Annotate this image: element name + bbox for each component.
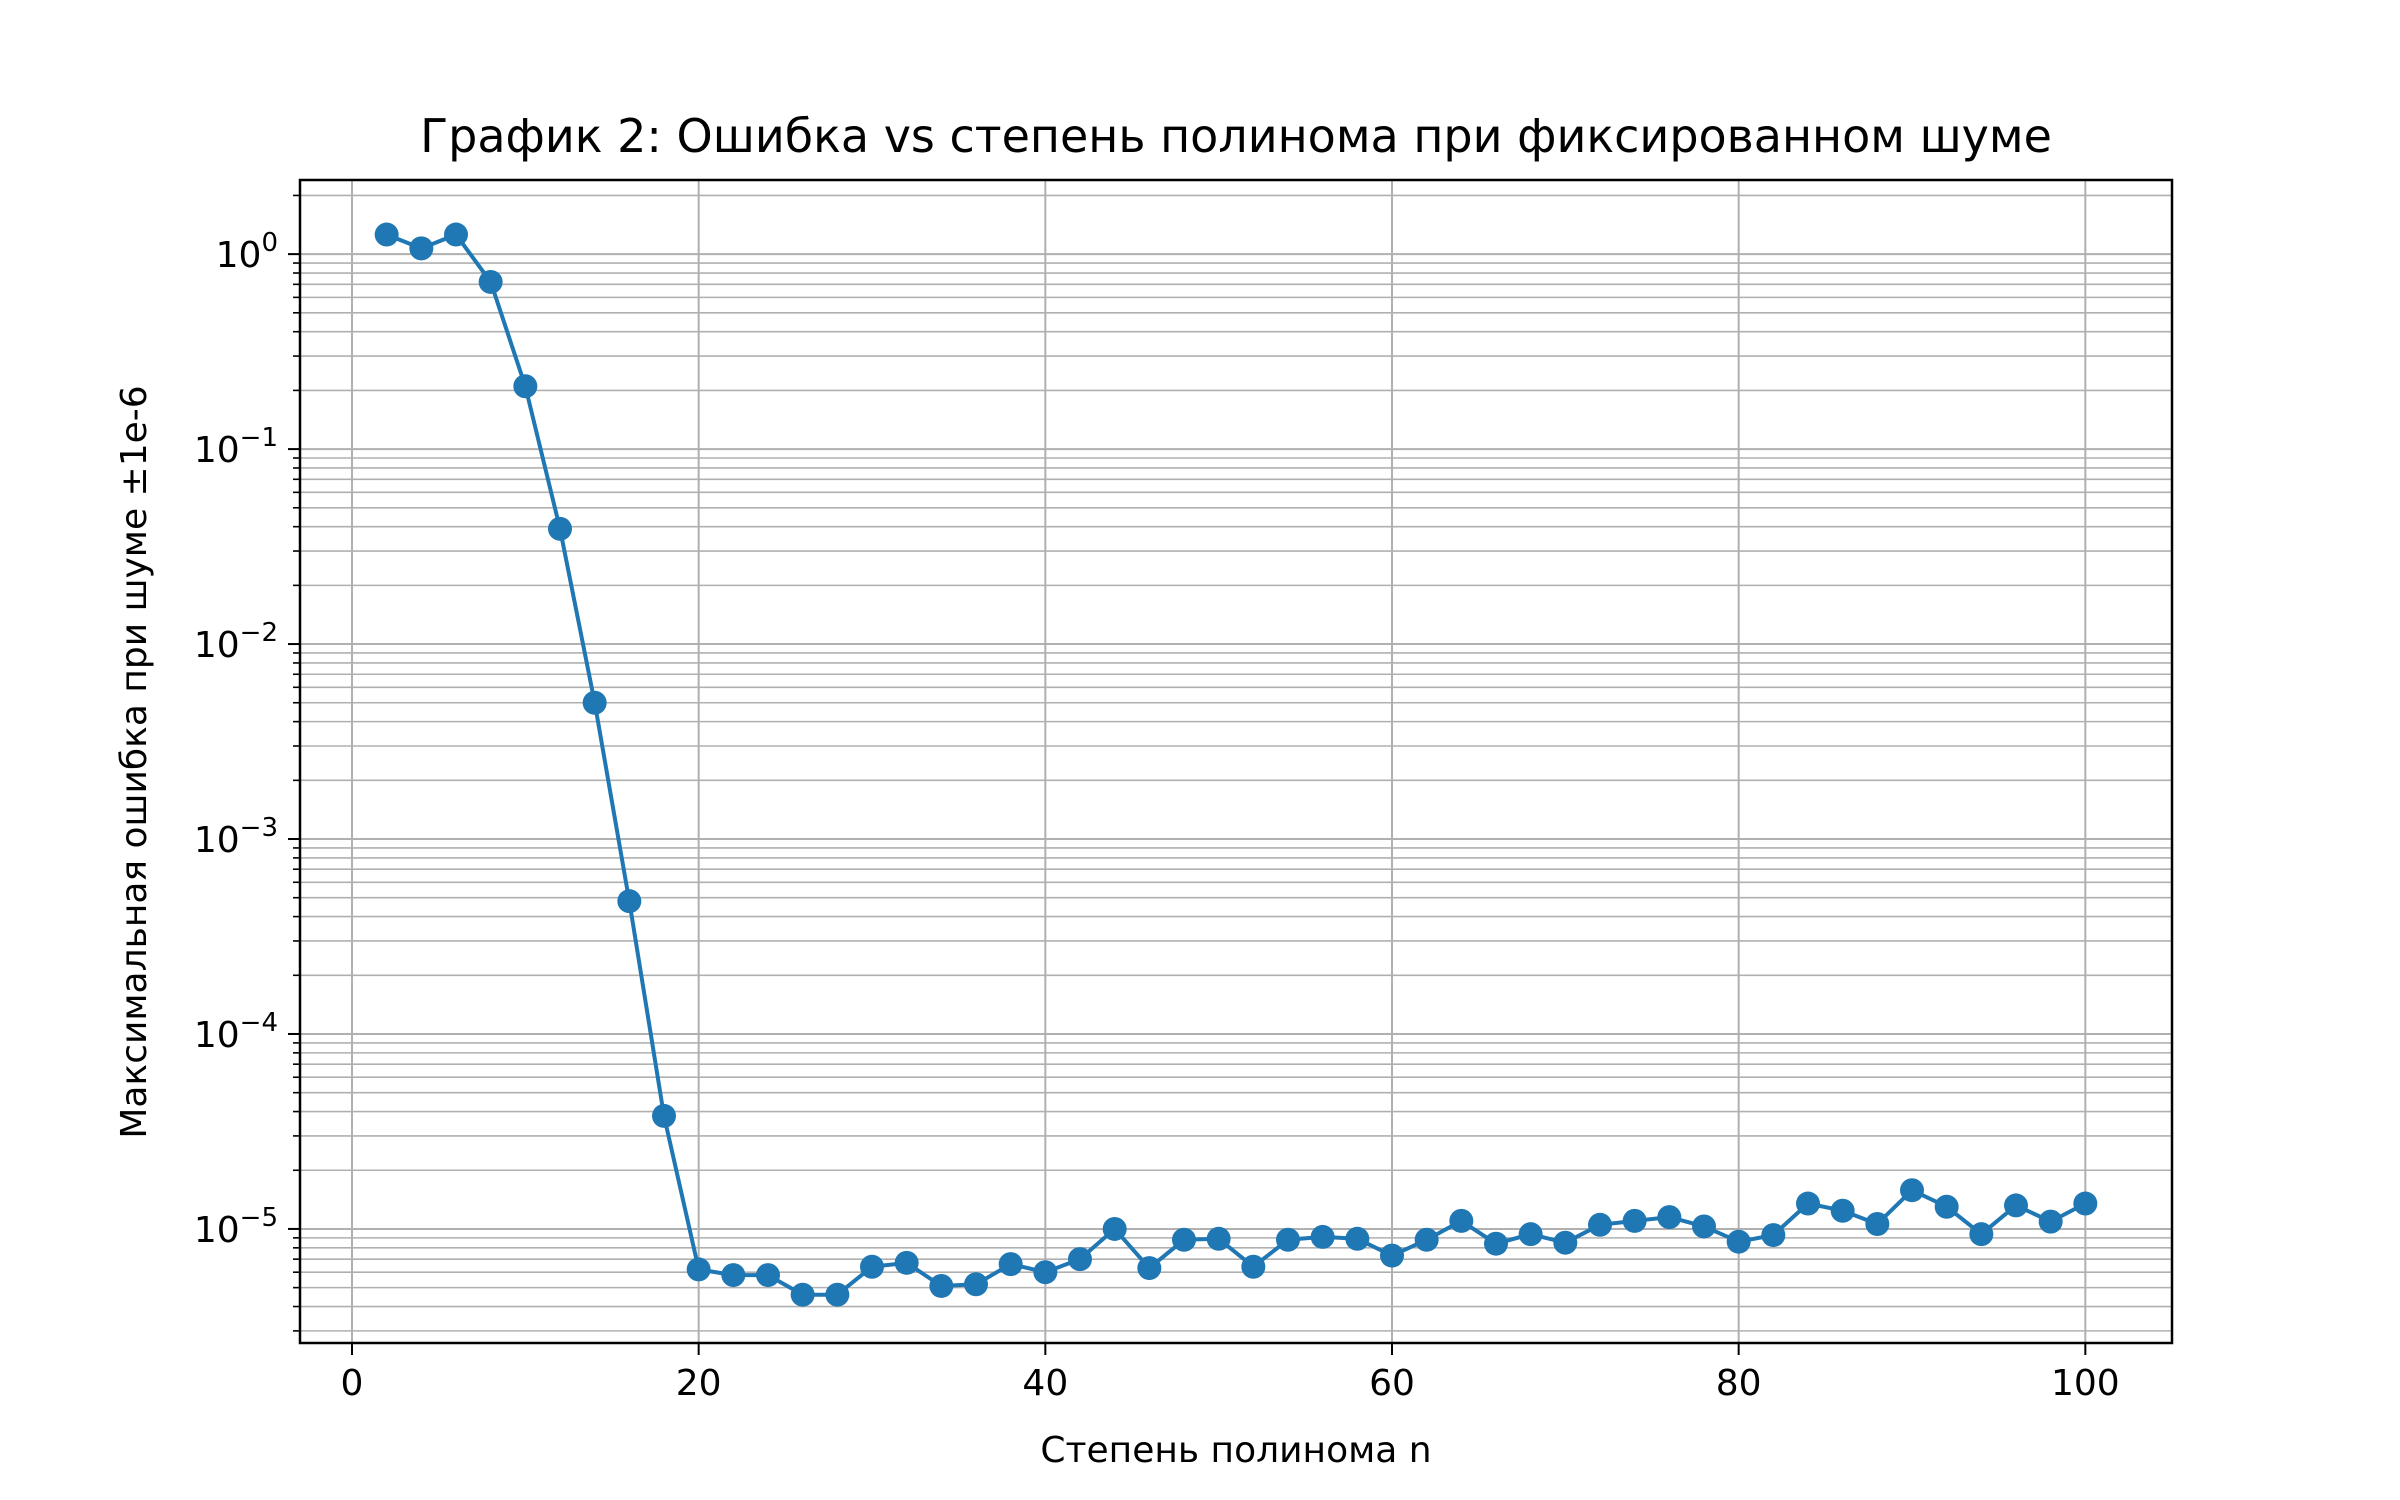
data-point — [825, 1282, 850, 1307]
data-point — [617, 889, 642, 914]
data-point — [1345, 1226, 1370, 1251]
data-point — [1033, 1260, 1058, 1285]
y-tick-label-exponent: −5 — [240, 1203, 278, 1233]
data-point — [444, 222, 468, 247]
data-point — [1692, 1214, 1716, 1239]
data-point — [894, 1250, 919, 1275]
data-point — [1276, 1227, 1300, 1252]
plot-frame — [298, 178, 2174, 1345]
y-tick-label: 10−3 — [194, 813, 278, 861]
y-tick-label-exponent: 0 — [261, 228, 278, 258]
data-point — [409, 236, 434, 261]
data-point — [1380, 1243, 1404, 1268]
data-point — [721, 1263, 746, 1288]
x-axis-label: Степень полинома n — [1040, 1430, 1431, 1471]
data-point — [1796, 1191, 1820, 1216]
y-tick-label-exponent: −4 — [240, 1008, 278, 1038]
y-tick-label: 10−5 — [194, 1203, 278, 1251]
data-point — [1484, 1231, 1508, 1256]
data-point — [1414, 1227, 1439, 1252]
data-point — [1553, 1230, 1578, 1255]
x-tick-label: 20 — [676, 1363, 722, 1404]
y-tick-label-base: 10 — [216, 235, 262, 276]
y-tick-label-base: 10 — [194, 1015, 240, 1056]
y-tick-label: 10−1 — [194, 423, 278, 471]
data-point — [1657, 1205, 1682, 1230]
data-point — [2038, 1209, 2063, 1234]
y-tick-label-exponent: −2 — [240, 618, 278, 648]
data-point — [860, 1254, 884, 1279]
x-tick-label: 0 — [341, 1363, 364, 1404]
data-point — [548, 516, 572, 541]
x-tick-label: 60 — [1369, 1363, 1415, 1404]
data-point — [652, 1103, 676, 1128]
y-tick-label-base: 10 — [194, 820, 240, 861]
data-point — [1761, 1223, 1786, 1248]
y-tick-label-base: 10 — [194, 430, 240, 471]
data-point — [1102, 1216, 1127, 1241]
data-point — [1969, 1222, 1994, 1247]
grid-layer — [300, 180, 2172, 1343]
series-layer — [374, 222, 2098, 1307]
data-point — [964, 1272, 988, 1297]
data-point — [513, 374, 538, 399]
data-point — [582, 690, 607, 715]
data-point — [1172, 1227, 1196, 1252]
chart-title: График 2: Ошибка vs степень полинома при… — [420, 109, 2052, 163]
y-tick-label: 10−2 — [194, 618, 278, 666]
data-point — [1622, 1208, 1647, 1233]
y-tick-label-base: 10 — [194, 625, 240, 666]
data-point — [1068, 1247, 1092, 1272]
data-point — [2004, 1193, 2028, 1218]
data-point — [478, 269, 503, 294]
data-point — [1900, 1178, 1924, 1203]
data-point — [1518, 1222, 1543, 1247]
data-point — [929, 1273, 954, 1298]
data-point — [1588, 1212, 1612, 1237]
data-point — [1206, 1226, 1231, 1251]
data-point — [686, 1257, 711, 1282]
data-point — [1449, 1208, 1474, 1233]
y-tick-label-exponent: −3 — [240, 813, 278, 843]
y-tick-label-base: 10 — [194, 1210, 240, 1251]
data-point — [374, 222, 399, 247]
x-tick-label: 80 — [1716, 1363, 1762, 1404]
data-point — [1137, 1256, 1162, 1281]
x-tick-label: 100 — [2051, 1363, 2120, 1404]
y-tick-label-exponent: −1 — [240, 423, 278, 453]
data-point — [2073, 1191, 2098, 1216]
data-point — [998, 1252, 1023, 1277]
x-tick-label: 40 — [1022, 1363, 1068, 1404]
data-point — [1934, 1194, 1959, 1219]
data-point — [1310, 1224, 1335, 1249]
data-point — [1865, 1212, 1890, 1237]
data-point — [1726, 1229, 1751, 1254]
data-point — [790, 1282, 815, 1307]
data-point — [1830, 1198, 1855, 1223]
y-axis-label: Максимальная ошибка при шуме ±1e-6 — [114, 385, 155, 1138]
data-point — [756, 1263, 780, 1288]
y-tick-label: 100 — [216, 228, 278, 276]
data-point — [1241, 1254, 1266, 1279]
y-tick-label: 10−4 — [194, 1008, 278, 1056]
